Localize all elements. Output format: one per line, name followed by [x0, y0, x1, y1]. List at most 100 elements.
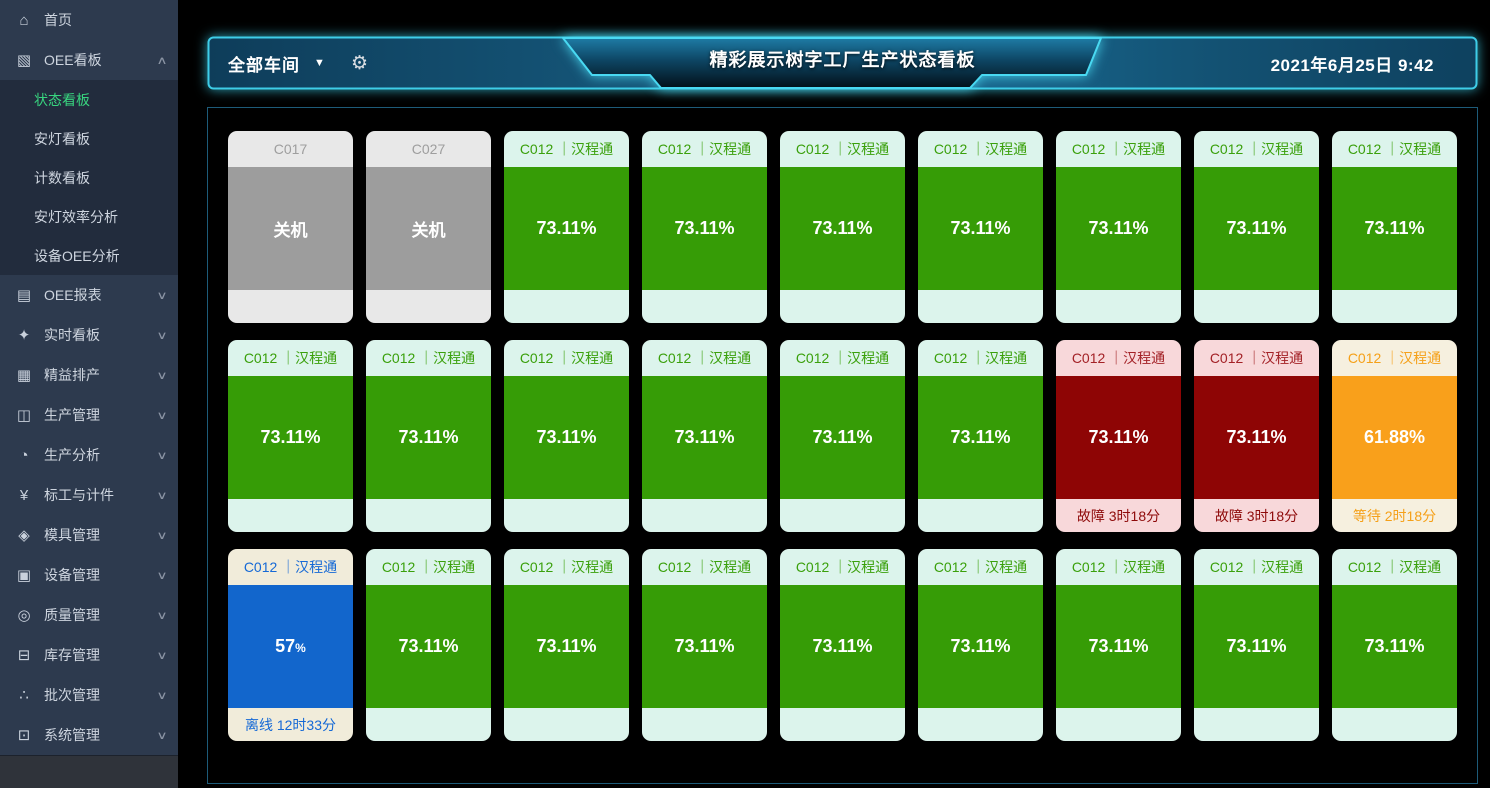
card-machine-label: C012 ｜汉程通 [918, 340, 1043, 376]
card-status-footer [918, 499, 1043, 532]
sidebar-item-inventory-mgmt[interactable]: ⊟ 库存管理 ∨ [0, 635, 178, 675]
card-value-area: 73.11% [780, 167, 905, 290]
sidebar-item-lean-scheduling[interactable]: ▦ 精益排产 ∨ [0, 355, 178, 395]
card-status-footer [642, 708, 767, 741]
card-value-area: 73.11% [918, 585, 1043, 708]
card-value-area: 73.11% [504, 376, 629, 499]
card-status-footer [228, 499, 353, 532]
machine-status-card[interactable]: C012 ｜汉程通 73.11% [366, 340, 491, 532]
sidebar-item-system-mgmt[interactable]: ⊡ 系统管理 ∨ [0, 715, 178, 755]
status-board-panel: C017 关机 C027 关机 C012 ｜汉程通 73.11% C012 ｜汉… [207, 107, 1478, 784]
machine-status-card[interactable]: C012 ｜汉程通 73.11% [780, 131, 905, 323]
card-status-footer [366, 290, 491, 323]
card-machine-label: C012 ｜汉程通 [228, 340, 353, 376]
card-machine-label: C012 ｜汉程通 [1194, 131, 1319, 167]
machine-status-card[interactable]: C012 ｜汉程通 73.11% [228, 340, 353, 532]
sidebar-item-status-board[interactable]: 状态看板 [0, 80, 178, 119]
card-value-area: 73.11% [366, 585, 491, 708]
status-card-grid: C017 关机 C027 关机 C012 ｜汉程通 73.11% C012 ｜汉… [208, 108, 1477, 783]
workshop-selector-label: 全部车间 [228, 55, 300, 75]
sidebar-item-equipment-mgmt[interactable]: ▣ 设备管理 ∨ [0, 555, 178, 595]
machine-status-card[interactable]: C012 ｜汉程通 57% 离线 12时33分 [228, 549, 353, 741]
card-status-footer [228, 290, 353, 323]
sidebar-item-home[interactable]: ⌂ 首页 [0, 0, 178, 40]
chart-board-icon: ▧ [16, 52, 32, 69]
sidebar-item-count-board[interactable]: 计数看板 [0, 158, 178, 197]
sidebar-item-oee-report[interactable]: ▤ OEE报表 ∨ [0, 275, 178, 315]
machine-status-card[interactable]: C012 ｜汉程通 73.11% [918, 340, 1043, 532]
home-icon: ⌂ [19, 11, 29, 29]
sidebar-item-andon-board[interactable]: 安灯看板 [0, 119, 178, 158]
chevron-icon: ∨ [156, 489, 168, 502]
card-value: 73.11% [674, 427, 735, 447]
machine-status-card[interactable]: C012 ｜汉程通 61.88% 等待 2时18分 [1332, 340, 1457, 532]
card-value-area: 73.11% [366, 376, 491, 499]
machine-status-card[interactable]: C012 ｜汉程通 73.11% 故障 3时18分 [1194, 340, 1319, 532]
sidebar-item-batch-mgmt[interactable]: ∴ 批次管理 ∨ [0, 675, 178, 715]
card-machine-label: C012 ｜汉程通 [1056, 340, 1181, 376]
card-value-area: 73.11% [1056, 376, 1181, 499]
sidebar-item-realtime-board[interactable]: ✦ 实时看板 ∨ [0, 315, 178, 355]
machine-status-card[interactable]: C012 ｜汉程通 73.11% [642, 549, 767, 741]
machine-status-card[interactable]: C012 ｜汉程通 73.11% [1332, 549, 1457, 741]
machine-status-card[interactable]: C027 关机 [366, 131, 491, 323]
sidebar-item-label: 批次管理 [44, 687, 100, 703]
sidebar-item-production-analysis[interactable]: ◔ 生产分析 ∨ [0, 435, 178, 475]
sidebar-item-piecework[interactable]: ¥ 标工与计件 ∨ [0, 475, 178, 515]
machine-status-card[interactable]: C012 ｜汉程通 73.11% [504, 131, 629, 323]
card-value: 73.11% [1226, 427, 1287, 447]
machine-status-card[interactable]: C012 ｜汉程通 73.11% [780, 549, 905, 741]
machine-status-card[interactable]: C017 关机 [228, 131, 353, 323]
topbar-decoration [207, 36, 1478, 90]
card-value: 73.11% [1226, 218, 1287, 238]
card-value-area: 73.11% [780, 376, 905, 499]
machine-status-card[interactable]: C012 ｜汉程通 73.11% [1056, 131, 1181, 323]
machine-status-card[interactable]: C012 ｜汉程通 73.11% [1194, 131, 1319, 323]
machine-status-card[interactable]: C012 ｜汉程通 73.11% [918, 549, 1043, 741]
machine-status-card[interactable]: C012 ｜汉程通 73.11% [504, 549, 629, 741]
sidebar-item-mold-mgmt[interactable]: ◈ 模具管理 ∨ [0, 515, 178, 555]
card-value-area: 61.88% [1332, 376, 1457, 499]
gear-icon[interactable]: ⚙ [351, 52, 369, 74]
chevron-icon: ∧ [156, 54, 168, 67]
card-status-footer [1332, 290, 1457, 323]
sidebar-item-label: 系统管理 [44, 727, 100, 743]
sidebar-item-label: 安灯看板 [34, 130, 90, 147]
card-value: 关机 [273, 221, 308, 240]
chevron-icon: ∨ [156, 649, 168, 662]
card-status-footer [642, 499, 767, 532]
card-value: 73.11% [1088, 636, 1149, 656]
machine-status-card[interactable]: C012 ｜汉程通 73.11% [780, 340, 905, 532]
card-status-footer: 故障 3时18分 [1056, 499, 1181, 532]
coin-icon: ¥ [19, 486, 29, 504]
chevron-icon: ∨ [156, 369, 168, 382]
sidebar-item-label: OEE报表 [44, 287, 102, 303]
machine-status-card[interactable]: C012 ｜汉程通 73.11% [642, 131, 767, 323]
card-machine-label: C012 ｜汉程通 [366, 549, 491, 585]
sidebar-item-andon-efficiency[interactable]: 安灯效率分析 [0, 197, 178, 236]
machine-status-card[interactable]: C012 ｜汉程通 73.11% [504, 340, 629, 532]
workshop-selector[interactable]: 全部车间 ▼ [228, 36, 326, 90]
monitor-icon: ⊡ [17, 727, 31, 744]
machine-status-card[interactable]: C012 ｜汉程通 73.11% [642, 340, 767, 532]
card-status-footer: 离线 12时33分 [228, 708, 353, 741]
machine-status-card[interactable]: C012 ｜汉程通 73.11% [918, 131, 1043, 323]
sidebar-item-label: 实时看板 [44, 327, 100, 343]
card-machine-label: C012 ｜汉程通 [918, 549, 1043, 585]
machine-status-card[interactable]: C012 ｜汉程通 73.11% [1056, 549, 1181, 741]
machine-status-card[interactable]: C012 ｜汉程通 73.11% [366, 549, 491, 741]
card-machine-label: C012 ｜汉程通 [1056, 131, 1181, 167]
machine-status-card[interactable]: C012 ｜汉程通 73.11% [1332, 131, 1457, 323]
card-machine-label: C012 ｜汉程通 [780, 340, 905, 376]
machine-status-card[interactable]: C012 ｜汉程通 73.11% 故障 3时18分 [1056, 340, 1181, 532]
machine-status-card[interactable]: C012 ｜汉程通 73.11% [1194, 549, 1319, 741]
card-machine-label: C012 ｜汉程通 [1194, 340, 1319, 376]
report-icon: ▤ [16, 287, 32, 304]
chevron-icon: ∨ [156, 529, 168, 542]
sidebar-item-device-oee[interactable]: 设备OEE分析 [0, 236, 178, 275]
sidebar-item-production-mgmt[interactable]: ◫ 生产管理 ∨ [0, 395, 178, 435]
dropdown-caret-icon: ▼ [314, 57, 326, 69]
sidebar-item-quality-mgmt[interactable]: ◎ 质量管理 ∨ [0, 595, 178, 635]
card-value: 57 [275, 636, 296, 656]
sidebar-item-oee-board[interactable]: ▧ OEE看板 ∧ [0, 40, 178, 80]
